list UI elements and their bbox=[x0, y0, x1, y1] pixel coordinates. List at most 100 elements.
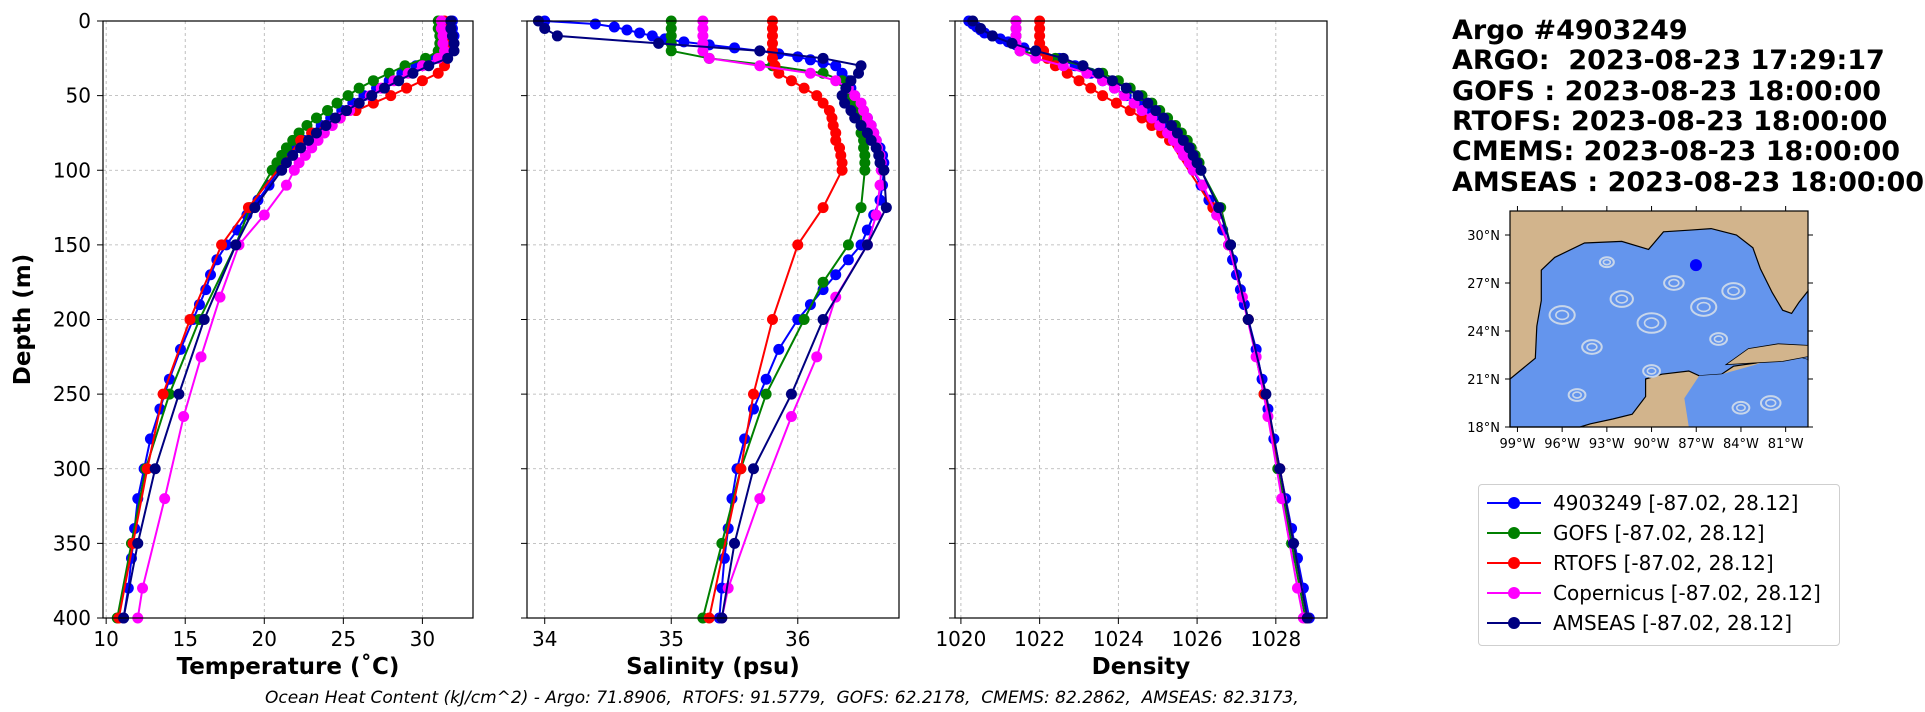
map-streamline bbox=[1642, 364, 1661, 378]
map-streamline bbox=[1690, 297, 1718, 317]
data-point bbox=[184, 314, 196, 325]
x-tick-label: 15 bbox=[172, 627, 197, 651]
x-tick-label: 1020 bbox=[935, 627, 986, 651]
data-point bbox=[1136, 105, 1148, 117]
data-point bbox=[839, 97, 851, 109]
data-point bbox=[760, 388, 772, 400]
data-point bbox=[754, 45, 766, 57]
data-point bbox=[216, 239, 228, 251]
data-point bbox=[842, 254, 854, 266]
map-streamline bbox=[1598, 256, 1615, 269]
map-streamline bbox=[1609, 290, 1634, 308]
data-point bbox=[288, 164, 300, 176]
data-point bbox=[859, 164, 871, 176]
map-lon-label: 84°W bbox=[1723, 437, 1759, 452]
data-point bbox=[804, 67, 816, 79]
data-point bbox=[159, 493, 171, 505]
data-point bbox=[266, 164, 278, 176]
data-point bbox=[1077, 60, 1089, 72]
map-frame bbox=[1509, 210, 1809, 428]
map-lon-label: 96°W bbox=[1544, 437, 1580, 452]
data-point bbox=[423, 60, 435, 72]
data-point bbox=[1073, 75, 1085, 87]
data-point bbox=[621, 24, 633, 36]
data-point bbox=[280, 179, 292, 191]
y-tick-label: 250 bbox=[53, 382, 91, 406]
x-tick-label: 25 bbox=[331, 627, 356, 651]
legend-swatch bbox=[1487, 493, 1541, 513]
data-point bbox=[729, 537, 741, 549]
data-point bbox=[1006, 37, 1018, 49]
data-point bbox=[258, 209, 270, 221]
data-point bbox=[1142, 97, 1154, 109]
data-point bbox=[198, 314, 210, 325]
data-point bbox=[785, 75, 797, 87]
x-axis-label: Salinity (psu) bbox=[626, 654, 800, 680]
info-time-gofs: GOFS : 2023-08-23 18:00:00 bbox=[1452, 76, 1882, 107]
map-lat-label: 18°N bbox=[1467, 421, 1500, 436]
map-streamline bbox=[1713, 335, 1724, 343]
info-time-argo: ARGO: 2023-08-23 17:29:17 bbox=[1452, 45, 1885, 76]
data-point bbox=[785, 388, 797, 400]
x-tick-label: 1022 bbox=[1014, 627, 1065, 651]
data-point bbox=[295, 142, 307, 154]
y-tick-label: 100 bbox=[53, 158, 91, 182]
data-point bbox=[817, 202, 829, 214]
data-point bbox=[1093, 67, 1105, 79]
map-streamline bbox=[1567, 388, 1587, 402]
data-point bbox=[195, 351, 207, 363]
legend-item-argo: 4903249 [-87.02, 28.12] bbox=[1487, 489, 1798, 517]
data-point bbox=[1195, 164, 1207, 176]
data-point bbox=[975, 22, 987, 34]
data-point bbox=[1132, 90, 1144, 102]
data-point bbox=[1242, 314, 1254, 325]
data-point bbox=[303, 134, 315, 146]
data-point bbox=[697, 45, 709, 57]
data-point bbox=[798, 82, 810, 94]
data-point bbox=[842, 239, 854, 251]
data-point bbox=[646, 30, 658, 42]
data-point bbox=[341, 105, 353, 117]
y-tick-label: 50 bbox=[66, 84, 91, 108]
data-point bbox=[1097, 90, 1109, 102]
data-point bbox=[1291, 582, 1303, 594]
map-streamline bbox=[1709, 332, 1728, 346]
map-streamline bbox=[1721, 282, 1746, 300]
legend-item-copernicus: Copernicus [-87.02, 28.12] bbox=[1487, 579, 1821, 607]
data-point bbox=[722, 582, 734, 594]
series-amseas bbox=[118, 15, 460, 624]
data-point bbox=[1030, 45, 1042, 57]
data-point bbox=[310, 127, 322, 139]
y-tick-label: 400 bbox=[53, 606, 91, 630]
data-point bbox=[287, 149, 299, 161]
map-lat-label: 21°N bbox=[1467, 373, 1500, 388]
series-line bbox=[116, 21, 441, 619]
map-streamline bbox=[1548, 305, 1576, 325]
data-point bbox=[836, 164, 848, 176]
data-point bbox=[1225, 239, 1237, 251]
data-point bbox=[653, 37, 665, 49]
data-point bbox=[1274, 463, 1286, 475]
map-streamline bbox=[1765, 398, 1777, 408]
data-point bbox=[861, 239, 873, 251]
x-tick-label: 1028 bbox=[1250, 627, 1301, 651]
map-streamline bbox=[1696, 301, 1711, 313]
data-point bbox=[342, 90, 354, 102]
map-streamline bbox=[1646, 367, 1657, 375]
data-point bbox=[157, 388, 169, 400]
data-point bbox=[760, 373, 772, 385]
y-tick-label: 300 bbox=[53, 457, 91, 481]
data-point bbox=[792, 51, 804, 63]
legend-swatch bbox=[1487, 613, 1541, 633]
data-point bbox=[747, 388, 759, 400]
legend: 4903249 [-87.02, 28.12] GOFS [-87.02, 28… bbox=[1478, 484, 1840, 646]
y-axis-label: Depth (m) bbox=[10, 254, 36, 386]
data-point bbox=[634, 27, 646, 39]
map-streamline bbox=[1615, 294, 1629, 304]
data-point bbox=[703, 52, 715, 64]
x-tick-label: 1026 bbox=[1172, 627, 1223, 651]
data-point bbox=[874, 179, 886, 191]
legend-swatch bbox=[1487, 583, 1541, 603]
data-point bbox=[853, 67, 865, 79]
